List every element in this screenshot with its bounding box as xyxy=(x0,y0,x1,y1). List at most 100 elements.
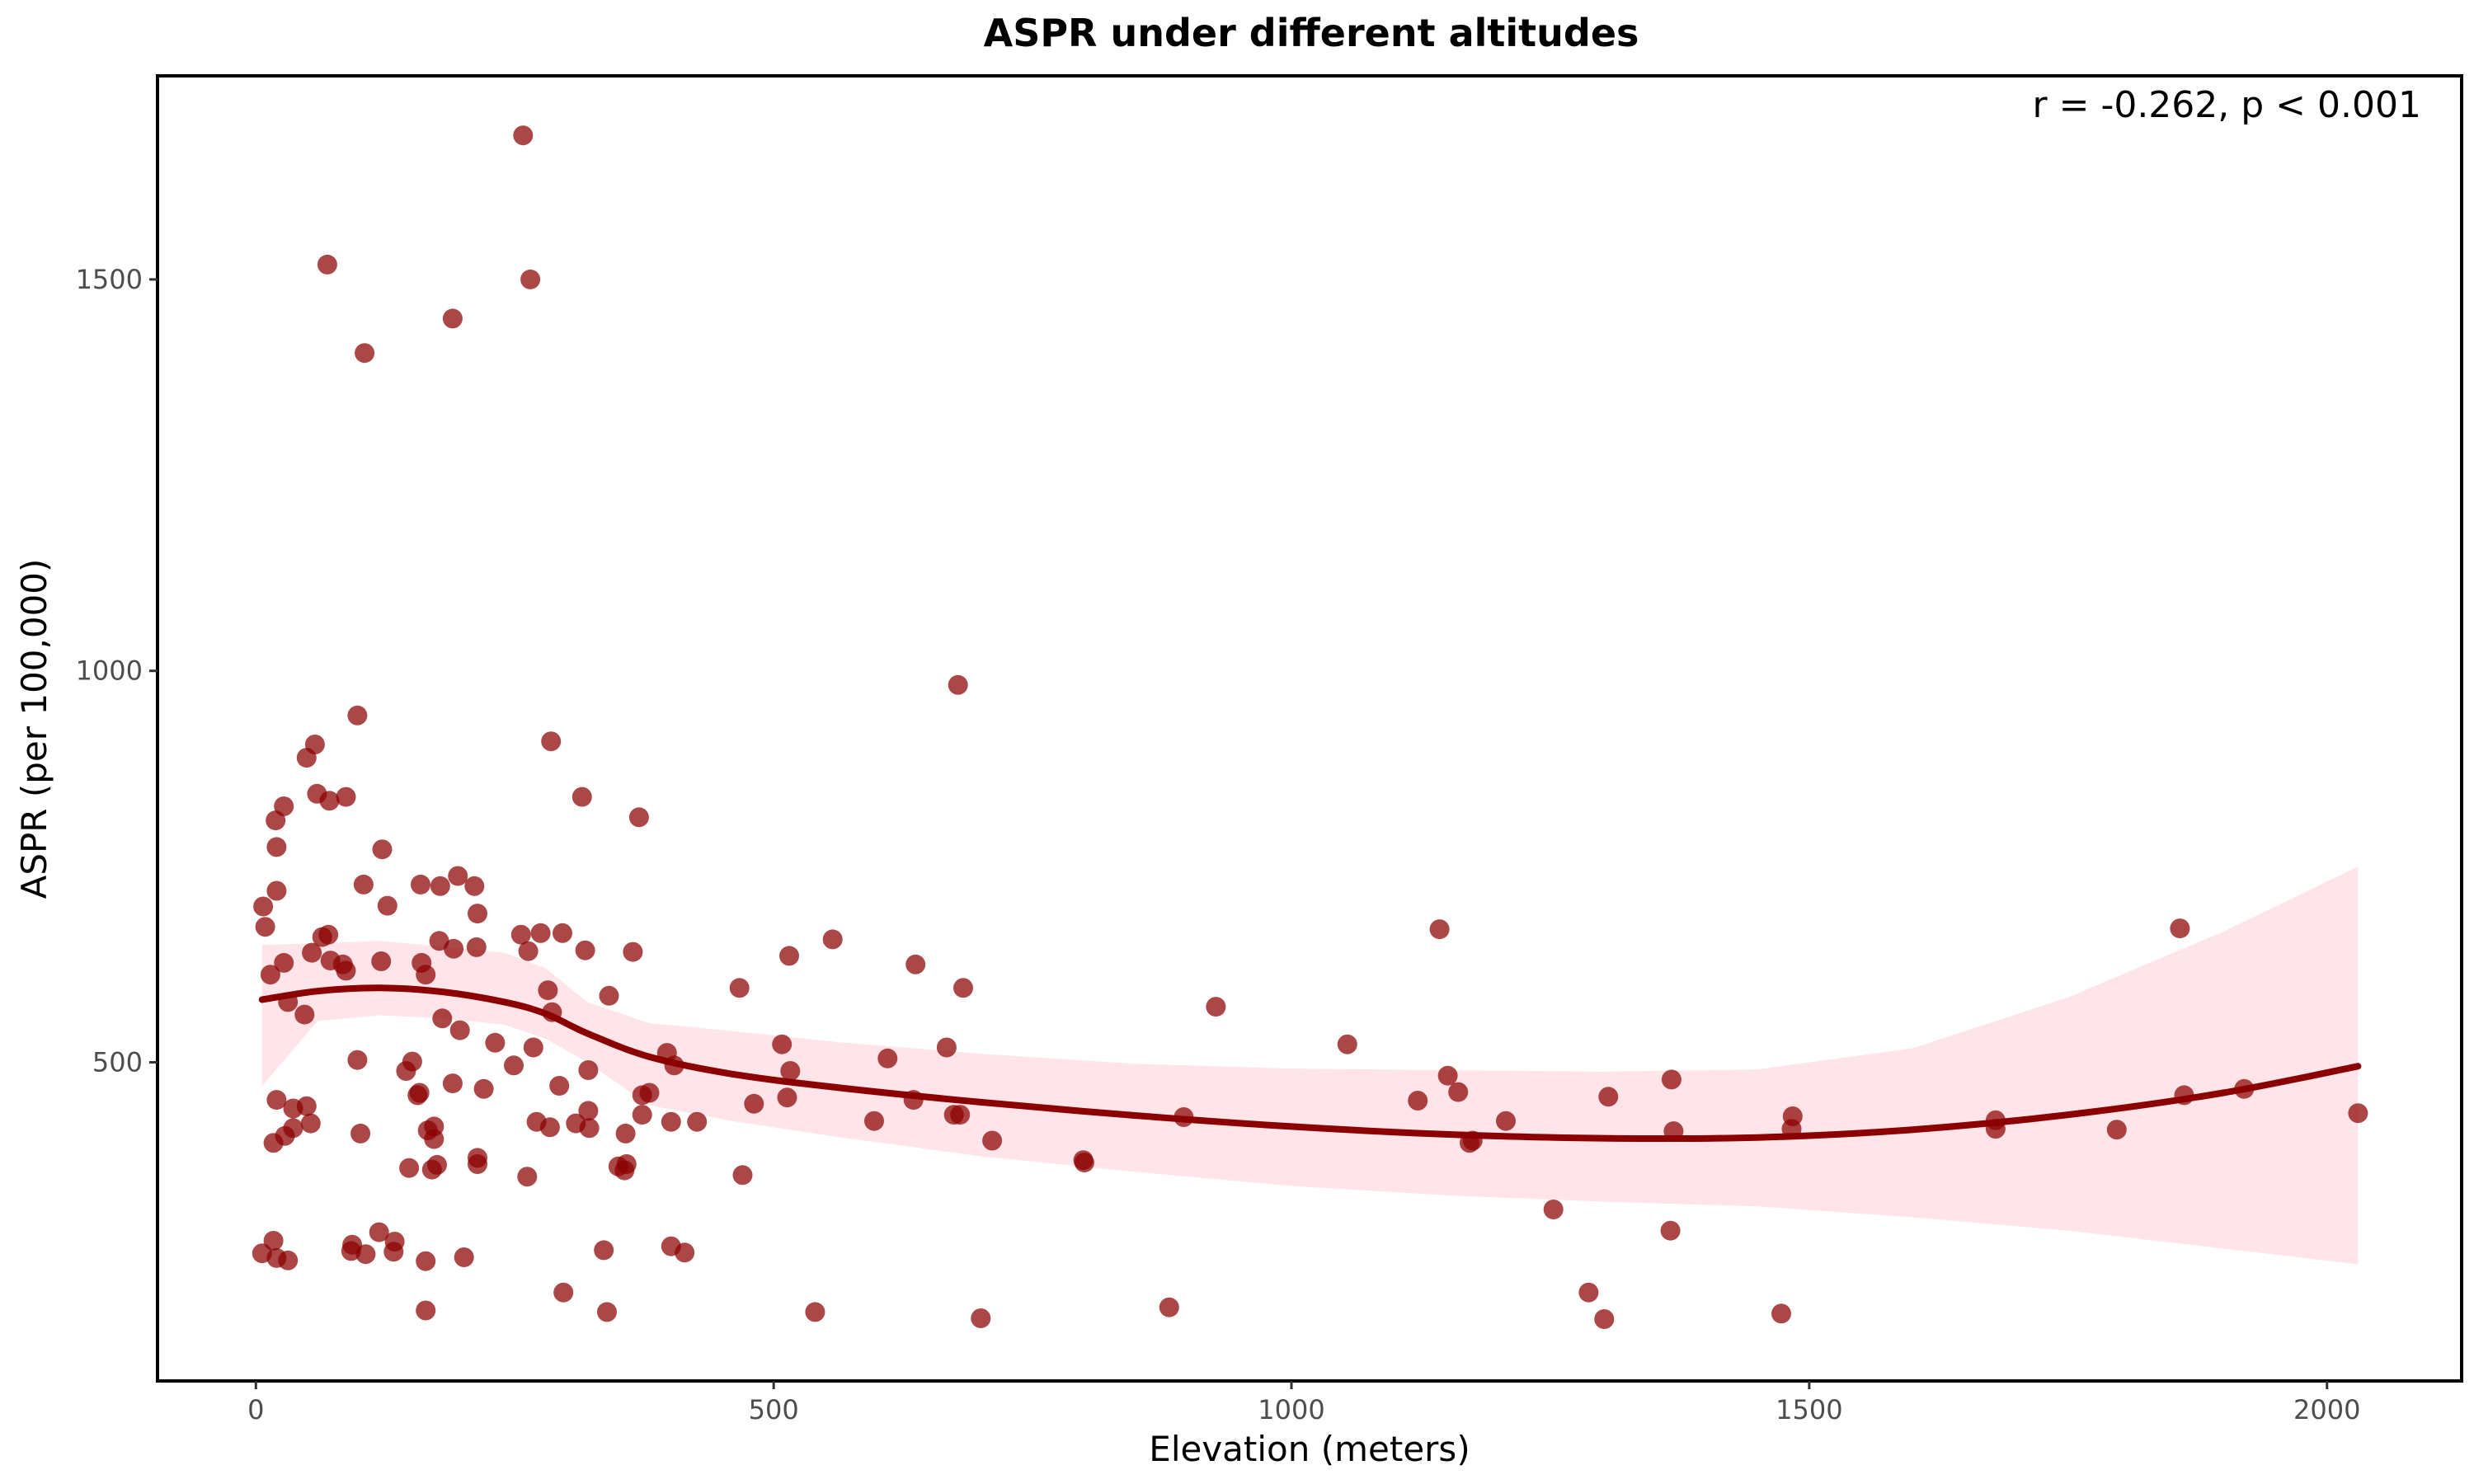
data-point xyxy=(266,1090,287,1111)
x-axis: 0 500 1000 1500 2000 xyxy=(247,1381,2360,1425)
data-point xyxy=(454,1247,474,1267)
data-point xyxy=(1594,1309,1615,1329)
data-point xyxy=(1661,1069,1681,1090)
data-point xyxy=(579,1118,600,1139)
y-axis-title: ASPR (per 100,000) xyxy=(14,559,54,899)
data-point xyxy=(260,965,280,985)
data-point xyxy=(732,1165,753,1186)
data-point xyxy=(266,810,286,831)
data-point xyxy=(594,1240,614,1261)
data-point xyxy=(1598,1087,1619,1107)
data-point xyxy=(597,1302,617,1322)
data-point xyxy=(253,896,274,917)
data-point xyxy=(416,1300,436,1321)
data-point xyxy=(449,1020,470,1040)
data-point xyxy=(336,787,356,807)
data-point xyxy=(266,1247,287,1268)
data-point xyxy=(302,942,322,963)
data-point xyxy=(399,1158,420,1178)
data-point xyxy=(953,978,973,998)
x-tick-label: 1000 xyxy=(1258,1394,1324,1425)
data-point xyxy=(530,923,551,943)
data-point xyxy=(1496,1111,1516,1131)
data-point xyxy=(427,1154,447,1175)
data-point xyxy=(553,923,572,943)
data-point xyxy=(369,1222,389,1242)
data-point xyxy=(371,951,392,971)
data-point xyxy=(1771,1303,1791,1324)
data-point xyxy=(553,1282,574,1303)
plot-area xyxy=(252,125,2368,1329)
data-point xyxy=(319,791,340,811)
data-point xyxy=(350,1123,371,1144)
data-point xyxy=(317,254,337,275)
data-point xyxy=(510,924,531,945)
data-point xyxy=(263,1231,284,1251)
correlation-annotation: r = -0.262, p < 0.001 xyxy=(2033,84,2421,126)
data-point xyxy=(1448,1082,1469,1102)
data-point xyxy=(468,1154,487,1174)
data-point xyxy=(409,1082,430,1103)
data-point xyxy=(520,269,541,289)
data-point xyxy=(2348,1103,2368,1124)
x-tick-label: 2000 xyxy=(2293,1394,2360,1425)
x-tick-label: 0 xyxy=(247,1394,264,1425)
data-point xyxy=(905,954,926,974)
data-point xyxy=(383,1242,404,1262)
data-point xyxy=(300,1113,321,1134)
data-point xyxy=(1660,1220,1681,1241)
data-point xyxy=(1543,1200,1564,1219)
smooth-trend-line xyxy=(258,984,2362,1143)
data-point xyxy=(822,929,843,950)
data-point xyxy=(355,343,375,364)
x-tick-label: 500 xyxy=(749,1394,799,1425)
data-point xyxy=(599,985,619,1006)
data-point xyxy=(416,1251,436,1271)
data-point xyxy=(2106,1120,2127,1140)
data-point xyxy=(411,874,430,895)
confidence-band xyxy=(261,866,2359,1265)
data-point xyxy=(318,924,339,945)
data-point xyxy=(982,1130,1003,1151)
data-points xyxy=(252,125,2368,1329)
data-point xyxy=(877,1048,898,1068)
data-point xyxy=(396,1061,416,1081)
data-point xyxy=(779,946,799,966)
data-point xyxy=(347,705,368,726)
data-point xyxy=(523,1037,543,1058)
data-point xyxy=(772,1034,793,1054)
plot-border xyxy=(156,74,2463,1383)
data-point xyxy=(274,952,294,973)
y-axis: 500 1000 1500 xyxy=(76,264,158,1078)
data-point xyxy=(777,1087,797,1108)
data-point xyxy=(1429,919,1450,940)
data-point xyxy=(1578,1282,1599,1303)
data-point xyxy=(864,1111,884,1131)
x-axis-title: Elevation (meters) xyxy=(1149,1429,1470,1469)
data-point xyxy=(377,895,397,916)
data-point xyxy=(675,1242,695,1263)
chart-title: ASPR under different altitudes xyxy=(984,11,1639,55)
data-point xyxy=(549,1076,570,1096)
data-point xyxy=(539,1117,560,1138)
data-point xyxy=(444,938,464,959)
data-point xyxy=(424,1129,444,1149)
data-point xyxy=(571,787,592,807)
data-point xyxy=(347,1050,368,1070)
data-point xyxy=(729,978,750,998)
data-point xyxy=(1206,997,1226,1017)
data-point xyxy=(661,1111,681,1132)
data-point xyxy=(1159,1297,1179,1317)
data-point xyxy=(1437,1065,1458,1086)
data-point xyxy=(442,1073,463,1094)
data-point xyxy=(448,866,468,886)
data-point xyxy=(541,731,562,752)
data-point xyxy=(304,735,325,754)
data-point xyxy=(372,839,393,860)
data-point xyxy=(628,807,649,828)
data-point xyxy=(538,980,558,1001)
data-point xyxy=(744,1093,764,1114)
y-tick-label: 1000 xyxy=(76,655,143,687)
data-point xyxy=(294,1004,315,1025)
